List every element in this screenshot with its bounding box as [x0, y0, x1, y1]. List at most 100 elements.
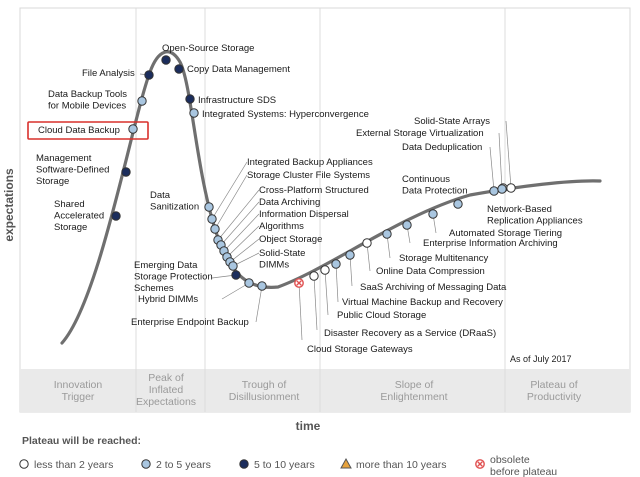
legend-label-5to10: 5 to 10 years	[254, 459, 315, 471]
label-solid-state-arrays: Solid-State Arrays	[414, 116, 490, 127]
leader-cross-platform-structured	[217, 189, 260, 241]
marker-data-sanitization	[204, 202, 214, 212]
marker-storage-multitenancy	[382, 229, 392, 239]
legend-marker-2to5	[141, 459, 151, 469]
phase-label-slope-of-enlightenment: Slope of Enlightenment	[380, 379, 447, 403]
legend-label-obs: obsolete before plateau	[490, 454, 557, 477]
leader-saas-archiving-of-messaging-data	[349, 254, 353, 287]
label-saas-archiving-of-messaging-data: SaaS Archiving of Messaging Data	[360, 282, 507, 293]
legend-title: Plateau will be reached:	[22, 435, 141, 447]
marker-enterprise-information-archiving	[402, 220, 412, 230]
marker-integrated-backup-appliances	[207, 214, 217, 224]
marker-file-analysis	[144, 70, 154, 80]
leader-algorithms	[226, 225, 260, 258]
label-external-storage-virtualization: External Storage Virtualization	[356, 128, 484, 139]
phase-label-innovation-trigger: Innovation Trigger	[54, 379, 103, 403]
leader-enterprise-endpoint-backup	[255, 285, 263, 323]
legend-marker-obs	[475, 459, 485, 469]
label-storage-multitenancy: Storage Multitenancy	[399, 253, 488, 264]
marker-integrated-systems-hyperconvergence	[189, 108, 199, 118]
label-data-deduplication: Data Deduplication	[402, 142, 482, 153]
legend-item-lt2: less than 2 years	[19, 459, 113, 471]
marker-shared-accelerated-storage	[111, 211, 121, 221]
leader-object-storage	[229, 238, 260, 263]
legend-item-gt10: more than 10 years	[340, 457, 446, 471]
leader-data-archiving	[220, 201, 260, 246]
x-axis-title: time	[296, 419, 321, 433]
label-data-archiving: Data Archiving	[259, 197, 320, 208]
marker-enterprise-endpoint-backup	[257, 281, 267, 291]
legend-marker-5to10	[239, 459, 249, 469]
label-data-backup-tools-for-mobile-devices: Data Backup Tools for Mobile Devices	[48, 89, 127, 112]
label-network-based-replication-appliances: Network-Based Replication Appliances	[487, 204, 583, 227]
phase-label-trough-of-disillusionment: Trough of Disillusionment	[229, 379, 300, 403]
marker-network-based-replication-appliances	[453, 199, 463, 209]
marker-saas-archiving-of-messaging-data	[345, 250, 355, 260]
marker-cloud-data-backup	[128, 124, 138, 134]
label-emerging-data-storage-protection-schemes: Emerging Data Storage Protection Schemes	[134, 260, 213, 294]
marker-virtual-machine-backup-and-recovery	[331, 259, 341, 269]
y-axis-title: expectations	[2, 168, 16, 242]
phase-labels: Innovation Trigger Peak of Inflated Expectat…	[54, 372, 582, 408]
leader-public-cloud-storage	[324, 269, 329, 316]
technology-labels: Shared Accelerated Storage Management Softwa…	[27, 43, 583, 355]
label-continuous-data-protection: Continuous Data Protection	[402, 174, 467, 197]
label-infrastructure-sds: Infrastructure SDS	[198, 95, 276, 106]
leader-external-storage-virtualization	[498, 132, 503, 190]
label-automated-storage-tiering: Automated Storage Tiering	[449, 228, 562, 239]
legend-marker-gt10	[340, 457, 352, 469]
label-integrated-systems-hyperconvergence: Integrated Systems: Hyperconvergence	[202, 109, 369, 120]
leader-hybrid-dimms	[221, 282, 250, 300]
phase-label-plateau-of-productivity: Plateau of Productivity	[527, 379, 582, 403]
label-data-sanitization: Data Sanitization	[150, 190, 199, 213]
chart-frame	[19, 7, 631, 413]
leader-solid-state-arrays	[505, 120, 512, 189]
label-cloud-data-backup: Cloud Data Backup	[38, 125, 120, 136]
marker-data-deduplication	[489, 186, 499, 196]
marker-disaster-recovery-as-a-service-draas	[309, 271, 319, 281]
marker-cloud-storage-gateways	[294, 278, 304, 288]
as-of-note: As of July 2017	[510, 354, 572, 364]
leader-data-deduplication	[489, 146, 495, 192]
label-management-software-defined-storage: Management Software-Defined Storage	[36, 153, 109, 187]
marker-online-data-compression	[362, 238, 372, 248]
marker-open-source-storage	[161, 55, 171, 65]
legend: Plateau will be reached: less than 2 year…	[19, 435, 557, 477]
marker-infrastructure-sds	[185, 94, 195, 104]
label-solid-state-dimms: Solid-State DIMMs	[259, 248, 305, 271]
marker-storage-cluster-file-systems	[210, 224, 220, 234]
leader-lines	[139, 73, 512, 341]
label-virtual-machine-backup-and-recovery: Virtual Machine Backup and Recovery	[342, 297, 503, 308]
leader-storage-cluster-file-systems	[214, 174, 248, 230]
marker-public-cloud-storage	[320, 265, 330, 275]
label-cloud-storage-gateways: Cloud Storage Gateways	[307, 344, 413, 355]
highlight-box	[27, 121, 149, 140]
label-shared-accelerated-storage: Shared Accelerated Storage	[54, 199, 104, 233]
leader-virtual-machine-backup-and-recovery	[335, 263, 339, 303]
phase-label-peak-of-inflated-expectations: Peak of Inflated Expectations	[136, 372, 196, 408]
label-hybrid-dimms: Hybrid DIMMs	[138, 294, 198, 305]
leader-integrated-backup-appliances	[211, 161, 248, 220]
marker-emerging-data-storage-protection-schemes	[231, 270, 241, 280]
marker-external-storage-virtualization	[497, 184, 507, 194]
legend-label-gt10: more than 10 years	[356, 459, 446, 471]
label-object-storage: Object Storage	[259, 234, 322, 245]
marker-copy-data-management	[174, 64, 184, 74]
label-cross-platform-structured: Cross-Platform Structured	[259, 185, 369, 196]
label-algorithms: Algorithms	[259, 221, 304, 232]
label-open-source-storage: Open-Source Storage	[162, 43, 254, 54]
marker-data-backup-tools-for-mobile-devices	[137, 96, 147, 106]
label-enterprise-information-archiving: Enterprise Information Archiving	[423, 238, 558, 249]
marker-automated-storage-tiering	[428, 209, 438, 219]
legend-item-5to10: 5 to 10 years	[239, 459, 315, 471]
label-storage-cluster-file-systems: Storage Cluster File Systems	[247, 170, 370, 181]
leader-disaster-recovery-as-a-service-draas	[313, 275, 318, 331]
legend-label-2to5: 2 to 5 years	[156, 459, 211, 471]
legend-label-lt2: less than 2 years	[34, 459, 113, 471]
marker-management-software-defined-storage	[121, 167, 131, 177]
label-integrated-backup-appliances: Integrated Backup Appliances	[247, 157, 373, 168]
label-file-analysis: File Analysis	[82, 68, 135, 79]
leader-cloud-storage-gateways	[298, 282, 303, 341]
label-disaster-recovery-as-a-service-draas: Disaster Recovery as a Service (DRaaS)	[324, 328, 496, 339]
